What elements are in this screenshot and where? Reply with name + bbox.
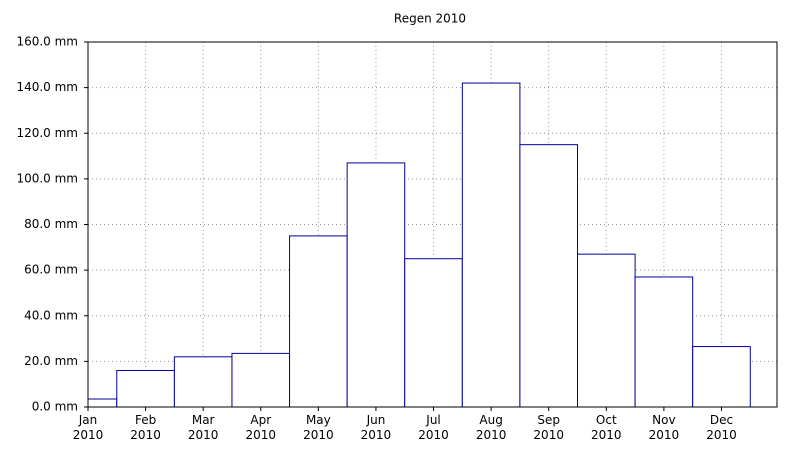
- plot-frame: [87, 41, 778, 408]
- bar: [519, 144, 579, 408]
- y-tick-label: 40.0 mm: [24, 308, 78, 322]
- x-tick-label: Aug 2010: [475, 413, 507, 442]
- x-tick-label: Oct 2010: [591, 413, 622, 442]
- x-tick-label: Mar 2010: [187, 413, 219, 442]
- bar: [87, 398, 118, 408]
- y-tick-label: 60.0 mm: [24, 263, 78, 277]
- bar: [173, 356, 233, 408]
- bar: [404, 258, 463, 408]
- y-tick-label: 0.0 mm: [32, 400, 78, 414]
- bar: [116, 370, 175, 408]
- x-tick-label: Jun 2010: [360, 413, 392, 442]
- x-tick-label: May 2010: [303, 413, 334, 442]
- bar: [692, 346, 751, 408]
- y-tick-label: 20.0 mm: [24, 354, 78, 368]
- bar: [231, 352, 291, 408]
- y-tick-label: 140.0 mm: [16, 80, 78, 94]
- y-tick-label: 160.0 mm: [16, 35, 78, 49]
- x-tick-label: Nov 2010: [648, 413, 680, 442]
- y-tick-label: 100.0 mm: [16, 171, 78, 185]
- bar: [634, 276, 694, 408]
- x-tick-label: Jan 2010: [72, 413, 104, 442]
- x-tick-label: Dec 2010: [706, 413, 737, 442]
- bar: [461, 82, 521, 408]
- bar: [346, 162, 406, 408]
- y-tick-label: 120.0 mm: [16, 126, 78, 140]
- bar: [577, 253, 636, 408]
- chart-title: Regen 2010: [394, 12, 466, 26]
- bar: [289, 235, 348, 408]
- x-tick-label: Sep 2010: [533, 413, 564, 442]
- y-tick-label: 80.0 mm: [24, 217, 78, 231]
- x-tick-label: Apr 2010: [245, 413, 277, 442]
- x-tick-label: Jul 2010: [418, 413, 449, 442]
- x-tick-label: Feb 2010: [130, 413, 161, 442]
